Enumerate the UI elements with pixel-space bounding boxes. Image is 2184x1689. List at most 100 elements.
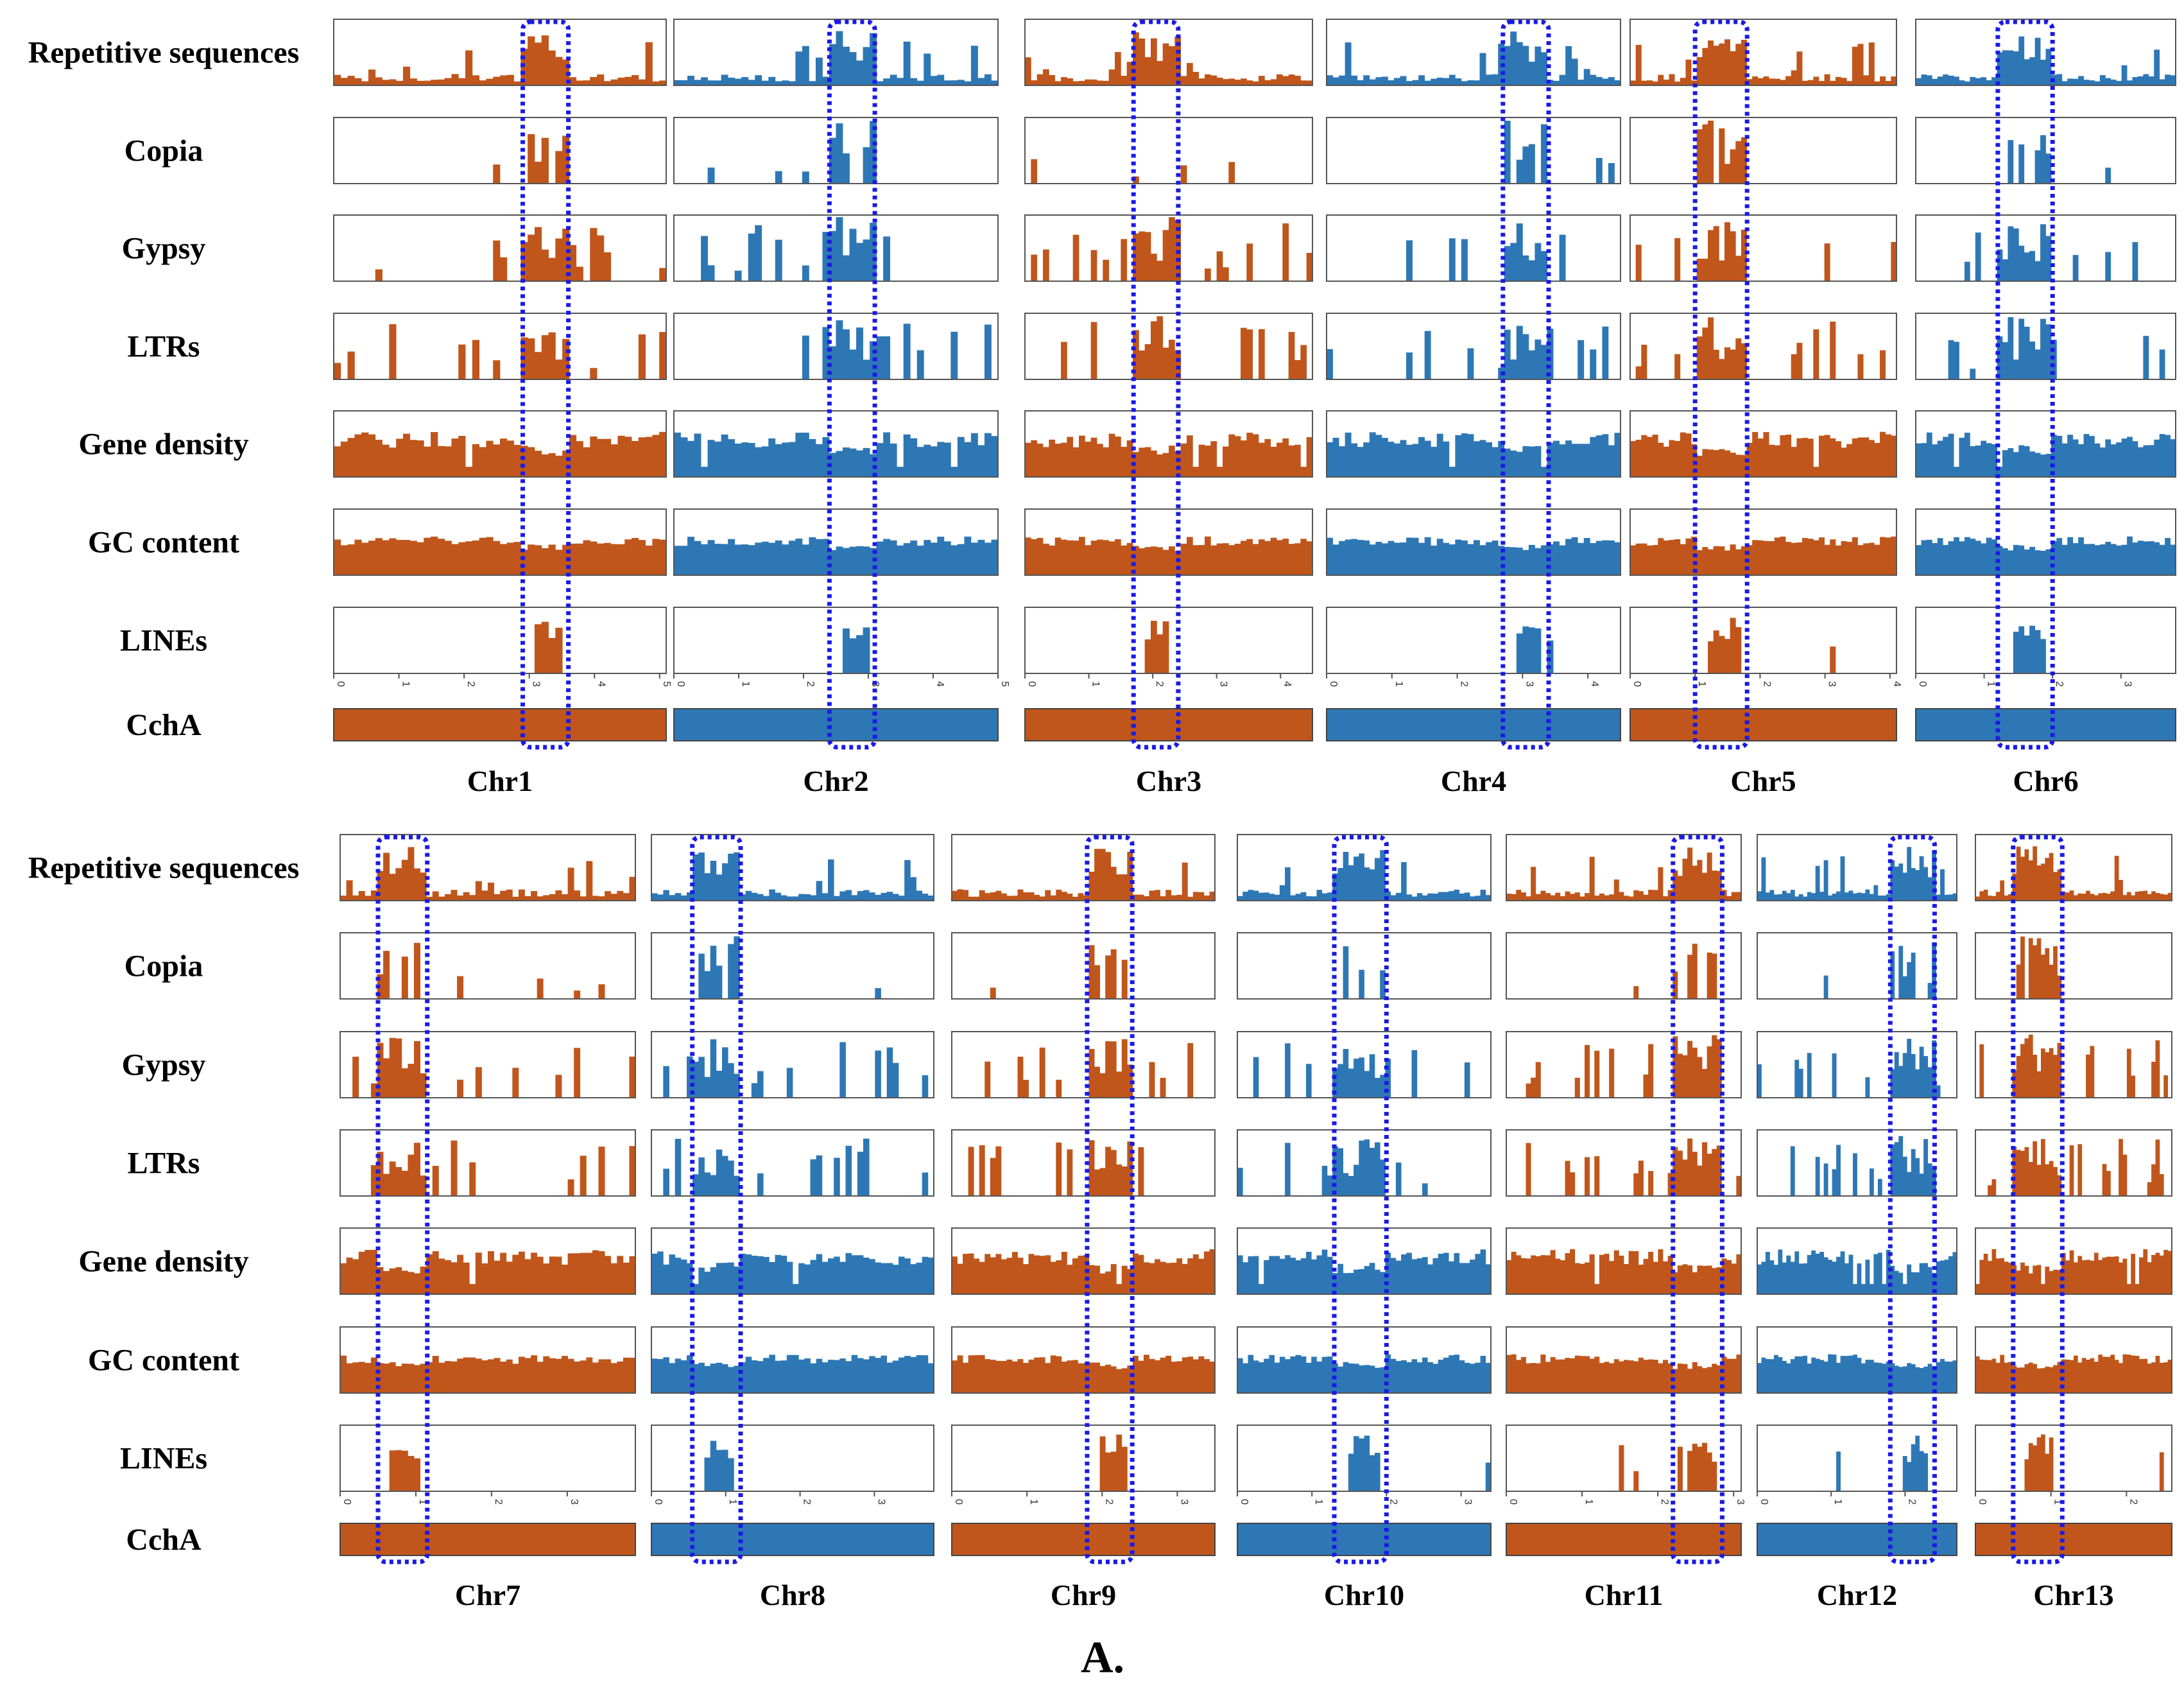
histogram-bar [2051,435,2057,476]
histogram-bar [1653,1360,1658,1392]
histogram-bar [1702,1368,1708,1392]
histogram-bar [1006,1258,1013,1294]
histogram-bar [1663,446,1669,476]
histogram-bar [444,1361,451,1392]
histogram-bar [798,894,805,900]
histogram-bar [1682,1364,1688,1392]
scale-tick-label: 0 [1239,1499,1250,1505]
histogram-bar [1840,1356,1845,1392]
histogram-bar [347,351,355,379]
histogram-bar [2018,626,2025,673]
histogram-bar [598,1359,605,1392]
histogram-bar [1072,541,1079,575]
histogram-bar [1359,1365,1364,1392]
histogram-bar [1585,893,1590,900]
histogram-bar [659,539,667,575]
histogram-bar [802,46,809,85]
histogram-bar [822,539,830,575]
histogram-bar [2081,1260,2086,1294]
histogram-bar [1869,894,1874,900]
track-frame-chr12-4 [1757,1129,1957,1197]
chromosome-bar-chr7 [340,1523,636,1556]
histogram-bar [1578,80,1585,85]
scale-tick-label: 3 [1827,681,1837,687]
track-frame-chr1-3 [333,214,667,282]
histogram-bar [576,266,583,281]
histogram-bar [2110,1355,2115,1392]
histogram-bar [991,80,999,85]
histogram-bar [334,363,341,379]
histogram-bar [1954,537,1959,575]
histogram-bar [1133,233,1139,281]
histogram-bar [1780,536,1786,575]
histogram-bar [531,890,538,900]
histogram-bar [1885,434,1891,476]
histogram-bar [1716,870,1722,900]
histogram-bar [1936,894,1941,900]
histogram-bar [395,1166,402,1195]
track-label-copia: Copia [125,949,203,983]
histogram-bar [780,1360,787,1392]
histogram-bar [1697,860,1703,900]
histogram-bar [1943,544,1949,575]
histogram-bar [2041,955,2045,998]
histogram-bar [2049,964,2054,998]
histogram-bar [2057,1043,2062,1097]
histogram-bar [722,1450,728,1491]
histogram-bar [829,453,836,476]
histogram-bar [1169,446,1175,476]
histogram-bar [963,1362,969,1392]
histogram-bar [389,1268,396,1294]
histogram-bar [1464,892,1470,900]
histogram-bar [347,544,355,575]
histogram-bar [1697,1366,1703,1392]
histogram-bar [1485,1462,1492,1491]
histogram-bar [1454,889,1460,900]
histogram-bar [2061,443,2068,476]
histogram-bar [1385,1252,1391,1294]
histogram-bar [1915,1272,1920,1294]
histogram-bar [2004,1261,2009,1294]
histogram-bar [761,446,769,476]
histogram-bar [340,78,348,85]
histogram-bar [957,544,965,575]
histogram-bar [417,542,424,575]
scale-tick-label: 1 [417,1499,428,1505]
scale-tick-label: 4 [1891,681,1902,687]
histogram-bar [663,1264,669,1294]
histogram-bar [1337,1263,1343,1294]
histogram-bar [1846,81,1853,85]
histogram-bar [1294,75,1301,85]
histogram-bar [541,548,549,575]
histogram-bar [1583,69,1590,85]
histogram-bar [1702,449,1708,476]
track-frame-chr5-1 [1629,19,1897,86]
histogram-bar [368,541,376,575]
histogram-bar [1902,1284,1907,1294]
histogram-bar [795,51,803,85]
histogram-bar [469,1284,476,1294]
histogram-bar [2114,1360,2119,1392]
histogram-bar [910,540,918,575]
histogram-bar [1798,1263,1803,1294]
histogram-bar [1863,75,1870,85]
histogram-bar [396,438,404,476]
histogram-bar [2018,36,2025,85]
histogram-bar [757,1361,764,1392]
histogram-bar [1345,42,1352,85]
histogram-bar [856,635,863,673]
histogram-bar [1599,1363,1604,1392]
histogram-bar [645,437,653,476]
histogram-bar [1416,893,1423,900]
histogram-bar [383,853,390,900]
histogram-bar [2159,434,2165,476]
histogram-bar [728,1063,734,1097]
histogram-bar [2045,1366,2050,1392]
histogram-bar [520,446,528,476]
histogram-bar [2098,893,2103,900]
histogram-bar [1097,539,1103,575]
histogram-bar [541,335,549,379]
histogram-bar [1604,1254,1610,1294]
histogram-bar [1692,1362,1698,1392]
histogram-bar [1646,437,1653,476]
